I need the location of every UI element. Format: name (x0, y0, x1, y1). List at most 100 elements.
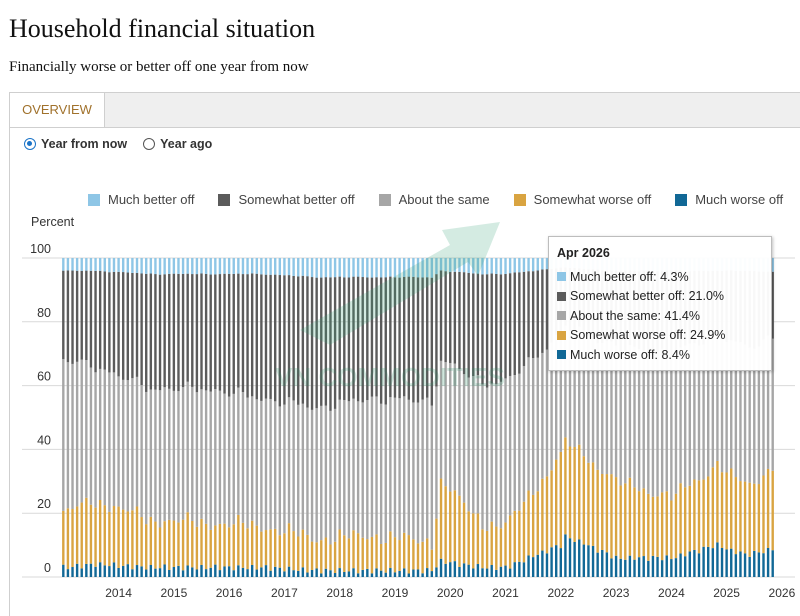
bar-segment-much-better[interactable] (352, 258, 355, 277)
bar-segment-about-same[interactable] (762, 339, 765, 476)
bar-segment-much-worse[interactable] (375, 568, 378, 577)
bar-segment-much-better[interactable] (163, 258, 166, 275)
bar-segment-somewhat-better[interactable] (495, 273, 498, 384)
bar-segment-much-worse[interactable] (522, 562, 526, 577)
bar-segment-much-worse[interactable] (707, 546, 710, 577)
bar-segment-much-worse[interactable] (389, 568, 392, 577)
bar-segment-somewhat-worse[interactable] (195, 526, 199, 570)
bar-segment-about-same[interactable] (642, 351, 645, 489)
bar-segment-much-better[interactable] (402, 258, 406, 277)
bar-segment-somewhat-better[interactable] (227, 273, 231, 397)
bar-segment-much-worse[interactable] (310, 569, 314, 577)
bar-segment-about-same[interactable] (449, 362, 452, 492)
bar-segment-much-worse[interactable] (347, 571, 351, 577)
bar-segment-about-same[interactable] (168, 388, 171, 520)
bar-segment-about-same[interactable] (297, 404, 300, 537)
bar-segment-about-same[interactable] (771, 338, 774, 471)
bar-segment-somewhat-worse[interactable] (209, 529, 212, 568)
bar-segment-somewhat-worse[interactable] (407, 535, 410, 574)
bar-segment-about-same[interactable] (287, 397, 291, 524)
bar-segment-about-same[interactable] (739, 342, 742, 482)
bar-segment-somewhat-better[interactable] (98, 270, 102, 369)
bar-segment-much-worse[interactable] (730, 548, 733, 577)
bar-segment-much-better[interactable] (75, 258, 79, 271)
bar-segment-somewhat-better[interactable] (223, 273, 226, 394)
bar-segment-somewhat-better[interactable] (112, 271, 116, 373)
bar-segment-somewhat-better[interactable] (435, 274, 438, 387)
bar-segment-about-same[interactable] (504, 378, 507, 523)
bar-segment-much-worse[interactable] (550, 547, 553, 577)
bar-segment-much-better[interactable] (545, 258, 549, 270)
bar-segment-somewhat-better[interactable] (320, 277, 323, 406)
bar-segment-much-worse[interactable] (237, 565, 240, 577)
bar-segment-somewhat-worse[interactable] (426, 538, 429, 569)
bar-segment-somewhat-better[interactable] (402, 276, 406, 397)
bar-segment-about-same[interactable] (541, 352, 544, 479)
bar-segment-much-better[interactable] (361, 258, 364, 278)
bar-segment-somewhat-better[interactable] (343, 277, 346, 401)
bar-segment-somewhat-worse[interactable] (564, 437, 567, 535)
tab-overview[interactable]: OVERVIEW (10, 93, 105, 127)
bar-segment-much-worse[interactable] (191, 567, 194, 577)
bar-segment-much-better[interactable] (444, 258, 447, 272)
bar-segment-somewhat-better[interactable] (398, 277, 401, 399)
bar-segment-somewhat-worse[interactable] (624, 483, 627, 560)
bar-segment-much-worse[interactable] (75, 563, 79, 577)
bar-segment-about-same[interactable] (89, 367, 93, 505)
bar-segment-much-better[interactable] (495, 258, 498, 274)
bar-segment-somewhat-better[interactable] (241, 274, 245, 393)
bar-segment-much-worse[interactable] (94, 566, 97, 577)
bar-segment-much-worse[interactable] (361, 569, 364, 577)
bar-segment-much-worse[interactable] (85, 563, 88, 577)
bar-segment-much-worse[interactable] (559, 548, 562, 577)
bar-segment-much-better[interactable] (158, 258, 162, 275)
bar-segment-about-same[interactable] (564, 325, 567, 438)
bar-segment-much-worse[interactable] (62, 564, 65, 577)
bar-segment-about-same[interactable] (260, 400, 263, 532)
bar-segment-somewhat-better[interactable] (85, 270, 88, 361)
bar-segment-much-worse[interactable] (596, 552, 599, 577)
bar-segment-somewhat-better[interactable] (264, 274, 268, 399)
bar-segment-much-worse[interactable] (131, 569, 134, 577)
bar-segment-much-worse[interactable] (624, 559, 627, 577)
bar-segment-about-same[interactable] (665, 350, 668, 492)
bar-segment-somewhat-better[interactable] (412, 276, 415, 403)
bar-segment-much-worse[interactable] (135, 565, 139, 577)
bar-segment-about-same[interactable] (75, 361, 79, 507)
bar-segment-much-worse[interactable] (333, 572, 337, 577)
bar-segment-much-worse[interactable] (297, 570, 300, 577)
bar-segment-much-better[interactable] (449, 258, 452, 272)
bar-segment-much-worse[interactable] (98, 562, 102, 577)
bar-segment-somewhat-worse[interactable] (274, 528, 277, 567)
bar-segment-somewhat-better[interactable] (430, 277, 434, 406)
bar-segment-much-better[interactable] (462, 258, 466, 273)
bar-segment-much-worse[interactable] (679, 553, 682, 577)
bar-segment-somewhat-worse[interactable] (743, 481, 747, 554)
bar-segment-much-worse[interactable] (711, 548, 715, 577)
bar-segment-somewhat-worse[interactable] (306, 534, 309, 573)
bar-segment-somewhat-worse[interactable] (186, 512, 189, 566)
bar-segment-much-worse[interactable] (555, 545, 558, 577)
bar-segment-somewhat-worse[interactable] (550, 470, 553, 548)
bar-segment-much-worse[interactable] (315, 568, 318, 577)
bar-segment-much-better[interactable] (343, 258, 346, 278)
bar-segment-much-better[interactable] (98, 258, 102, 271)
bar-segment-much-worse[interactable] (278, 567, 282, 577)
bar-segment-about-same[interactable] (559, 331, 562, 452)
bar-segment-much-better[interactable] (389, 258, 392, 277)
bar-segment-about-same[interactable] (214, 389, 217, 526)
bar-segment-much-better[interactable] (181, 258, 185, 274)
bar-segment-about-same[interactable] (149, 389, 153, 517)
bar-segment-somewhat-worse[interactable] (578, 444, 581, 540)
bar-segment-somewhat-better[interactable] (200, 273, 203, 390)
bar-segment-somewhat-worse[interactable] (131, 510, 134, 570)
bar-segment-somewhat-worse[interactable] (610, 474, 613, 559)
bar-segment-much-worse[interactable] (725, 549, 728, 577)
bar-segment-much-better[interactable] (306, 258, 309, 277)
bar-segment-about-same[interactable] (347, 401, 351, 539)
bar-segment-much-better[interactable] (310, 258, 314, 278)
bar-segment-about-same[interactable] (508, 375, 512, 516)
bar-segment-somewhat-worse[interactable] (545, 476, 549, 554)
bar-segment-somewhat-worse[interactable] (135, 506, 139, 566)
bar-segment-somewhat-better[interactable] (481, 274, 484, 385)
